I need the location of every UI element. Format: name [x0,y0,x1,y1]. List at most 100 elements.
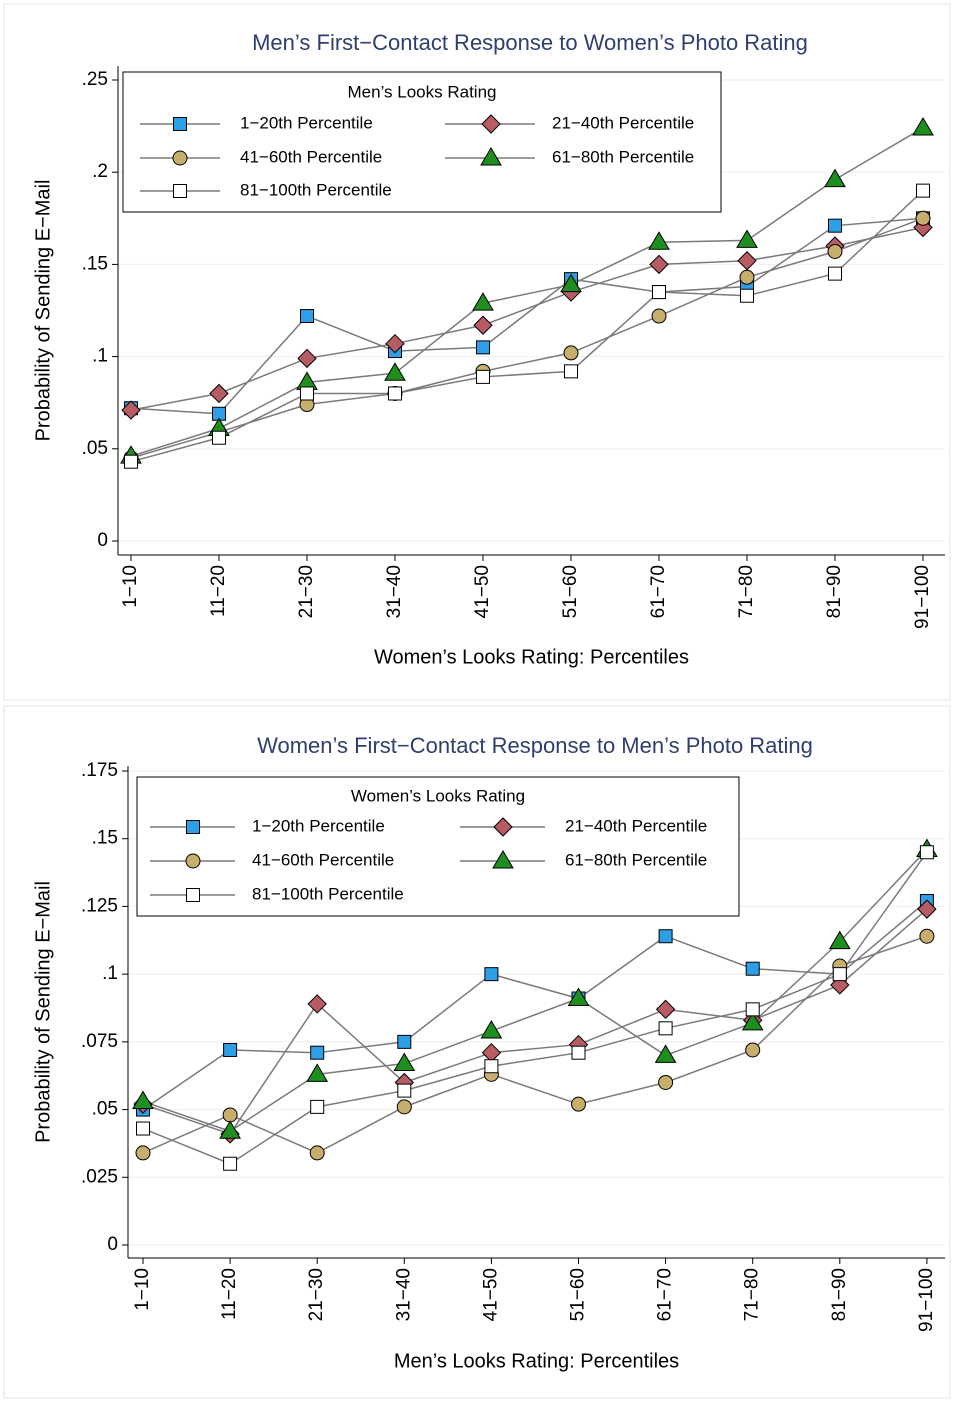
data-point [385,333,405,354]
data-point [219,1120,241,1139]
series-line [130,226,924,411]
data-point [306,1063,329,1082]
y-axis-label: Probability of Sending E−Mail [32,881,54,1143]
x-tick-label: 61−70 [655,1268,676,1321]
legend-label: 21−40th Percentile [552,113,694,132]
series-line [142,900,928,1111]
x-tick-label: 21−30 [296,565,317,618]
data-point [649,254,669,275]
data-point [388,386,402,401]
data-point [828,266,842,281]
y-tick-label: .15 [82,253,108,274]
x-tick-label: 31−40 [393,1268,414,1321]
data-point [652,285,666,300]
data-point [919,928,935,944]
legend-title: Women’s Looks Rating [351,786,525,805]
legend-label: 81−100th Percentile [252,884,404,903]
data-point [396,1099,412,1115]
data-point [745,961,760,976]
y-tick-label: .025 [81,1166,118,1187]
data-point [828,930,851,950]
data-point [297,348,317,369]
x-tick-label: 31−40 [384,565,405,618]
legend-marker [172,150,188,166]
x-tick-label: 61−70 [648,565,669,618]
y-axis-label: Probability of Sending E−Mail [32,180,54,442]
x-tick-label: 91−100 [916,1268,937,1332]
x-tick-label: 81−90 [829,1268,850,1321]
chart-title: Women’s First−Contact Response to Men’s … [257,733,813,758]
data-point [648,231,670,250]
x-tick-label: 41−50 [472,565,493,618]
legend-marker [173,117,187,131]
data-point [917,899,937,919]
data-point [912,116,934,136]
y-tick-label: .05 [92,1099,118,1120]
legend-marker [186,820,200,834]
data-point [916,183,930,198]
series-line [130,217,924,415]
data-point [384,362,406,381]
data-point [571,1045,586,1060]
legend-marker [480,147,502,166]
y-tick-label: .05 [82,438,108,459]
data-point [658,1074,674,1090]
legend-marker [492,850,514,869]
legend-label: 61−80th Percentile [565,850,707,869]
data-point [476,340,490,355]
data-point [571,1096,586,1112]
data-point [209,383,229,404]
panel-frame [3,3,951,701]
legend-title: Men’s Looks Rating [348,82,497,101]
y-tick-label: .15 [92,828,118,849]
data-point [564,364,578,379]
data-point [310,1045,325,1060]
y-tick-label: 0 [97,530,108,551]
data-point [740,288,754,303]
data-point [397,1034,412,1049]
legend-label: 1−20th Percentile [240,113,373,132]
legend-marker [493,817,513,837]
series-line [142,935,928,1154]
series-line [130,127,924,457]
data-point [915,210,931,226]
data-point [124,454,138,469]
data-point [919,845,934,860]
legend-box [122,71,722,213]
data-point [132,1090,154,1109]
data-point [300,386,314,401]
data-point [737,251,757,271]
y-tick-label: .1 [92,346,108,367]
x-tick-label: 51−60 [560,565,581,618]
x-tick-label: 41−50 [480,1268,501,1321]
data-point [827,243,843,259]
data-point [658,929,673,944]
series-line [142,908,928,1135]
legend-label: 41−60th Percentile [252,850,394,869]
x-axis-label: Women’s Looks Rating: Percentiles [374,646,689,668]
x-tick-label: 11−20 [208,565,229,617]
x-tick-label: 91−100 [912,565,933,629]
data-point [654,1044,677,1063]
data-point [739,269,755,285]
data-point [484,1059,499,1074]
data-point [472,292,494,311]
panel-frame [3,705,951,1399]
x-tick-label: 21−30 [306,1268,327,1321]
y-tick-label: .075 [81,1031,118,1052]
data-point [136,1121,150,1136]
x-tick-label: 1−10 [132,1268,153,1311]
legend-box [136,776,740,917]
legend-label: 61−80th Percentile [552,147,694,166]
data-point [300,309,314,324]
data-point [655,999,676,1020]
x-tick-label: 11−20 [219,1268,240,1320]
data-point [309,1145,325,1161]
y-tick-label: .175 [81,760,118,781]
data-point [484,967,499,982]
legend-marker [186,888,200,902]
data-point [307,994,327,1014]
legend-marker [173,184,187,198]
